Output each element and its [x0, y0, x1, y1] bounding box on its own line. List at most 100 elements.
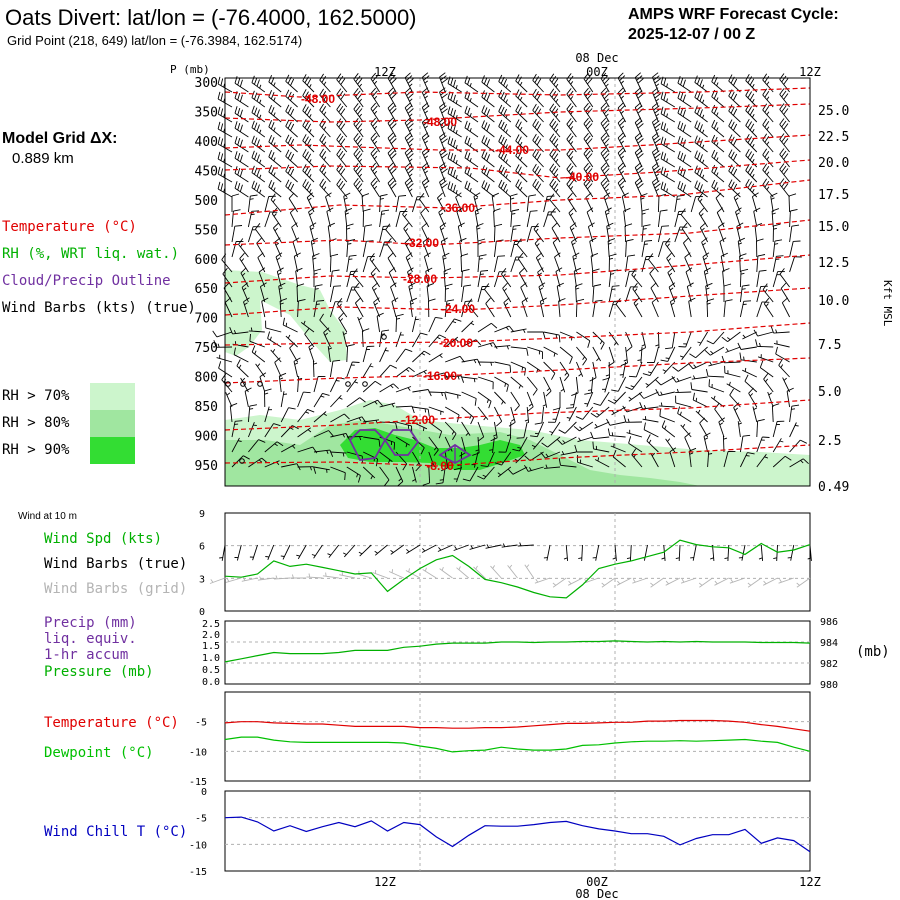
wind-barb-flag — [611, 432, 614, 436]
wind-barb-flag — [519, 156, 523, 161]
wind-barb-flag — [713, 181, 718, 189]
wind-barb — [714, 577, 729, 586]
wind-barb-flag — [374, 95, 378, 100]
wind-barb-flag — [779, 148, 785, 155]
wind-barb — [541, 406, 545, 423]
wind-barb-flag — [503, 297, 510, 303]
wind-barb-flag — [637, 359, 642, 361]
wind-barb-flag — [422, 87, 429, 93]
wind-barb-flag — [649, 267, 655, 274]
wind-barb-flag — [409, 98, 413, 102]
wind-barb-flag — [660, 359, 668, 362]
wind-barb-flag — [605, 374, 610, 377]
wind-barb-flag — [663, 183, 667, 191]
wind-barb-flag — [582, 356, 585, 361]
wind-barb-flag — [730, 106, 735, 114]
wind-barb-flag — [585, 105, 591, 112]
wind-barb-flag — [675, 557, 680, 560]
wind-barb — [543, 376, 552, 392]
wind-barb — [685, 331, 692, 348]
wind-barb-flag — [355, 150, 361, 157]
wind-barb-flag — [389, 90, 396, 97]
wind-barb — [336, 169, 348, 183]
wind-barb — [625, 240, 627, 258]
wind-barb — [387, 257, 397, 273]
wind-barb-flag — [298, 298, 306, 302]
wind-barb-flag — [617, 177, 624, 184]
wind-barb — [428, 421, 442, 432]
wind-barb-flag — [440, 227, 445, 231]
precip-tick-label: 2.5 — [202, 619, 220, 630]
wind-barb-flag — [486, 154, 491, 162]
wind-barb-flag — [534, 106, 539, 113]
wind-barb-flag — [460, 253, 469, 257]
wind-barb-flag — [780, 364, 784, 368]
wind-barb-flag — [721, 252, 728, 257]
wind-barb-flag — [229, 327, 233, 335]
wind-barb-flag — [287, 181, 292, 189]
wind-barb-flag — [505, 84, 508, 88]
wind-barb-flag — [491, 322, 498, 329]
wind-barb-flag — [504, 383, 507, 387]
wind-barb-flag — [762, 133, 768, 141]
pressure-tick-label: 300 — [195, 76, 218, 91]
wind-barb — [234, 157, 249, 168]
wind-barb-flag — [783, 183, 789, 190]
wind-barb-flag — [374, 380, 382, 386]
wind-barb-flag — [632, 578, 636, 583]
wind-barb — [748, 393, 758, 408]
wind-barb-flag — [776, 255, 784, 257]
wind-barb — [610, 445, 626, 453]
wind-barb-flag — [620, 95, 625, 99]
wind-barb-flag — [467, 92, 471, 100]
wind-barb-flag — [702, 174, 705, 179]
wind-barb-flag — [243, 297, 250, 303]
wind-barb-flag — [398, 478, 402, 482]
wind-barb-flag — [772, 403, 780, 407]
wind-barb — [395, 211, 401, 228]
wind-barb-flag — [244, 302, 248, 306]
wind-barb — [443, 270, 446, 288]
wind-barb-flag — [312, 253, 320, 257]
wind-barb — [526, 196, 530, 213]
wind-barb — [370, 123, 380, 138]
wind-barb-flag — [530, 435, 538, 438]
isotherm-label: -48.00 — [301, 92, 335, 106]
wind-barb-flag — [357, 168, 363, 175]
wind-barb-flag — [634, 117, 641, 123]
wind-barb — [477, 391, 492, 402]
wind-barb-flag — [747, 151, 752, 159]
wind-barb-flag — [440, 180, 447, 186]
wind-barb — [726, 383, 741, 393]
wind-barb-flag — [498, 179, 503, 187]
wind-barb — [728, 185, 741, 198]
precip-tick-label: 0.0 — [202, 677, 220, 688]
wind-barb — [694, 127, 708, 138]
wind-barb — [421, 182, 430, 198]
wind-barb-flag — [526, 348, 529, 356]
wind-barb-flag — [340, 138, 346, 145]
wind-barb-flag — [370, 267, 377, 274]
wind-barb — [346, 435, 363, 438]
wind-barb — [566, 153, 577, 168]
wind-barb-flag — [242, 272, 246, 277]
wind-barb-flag — [697, 193, 703, 200]
wind-barb — [692, 544, 697, 561]
wind-barb — [362, 363, 372, 378]
wind-barb — [745, 170, 758, 183]
wind-barb-flag — [653, 135, 660, 141]
wind-barb-flag — [642, 373, 651, 377]
wind-barb — [745, 155, 758, 168]
wind-barb-flag — [218, 361, 222, 369]
wind-barb-flag — [424, 110, 428, 114]
wind-barb-flag — [355, 120, 361, 127]
wind-barb-flag — [481, 180, 485, 188]
wind-barb — [285, 140, 298, 153]
wind-barb-flag — [292, 237, 300, 243]
wind-barb-flag — [532, 118, 537, 126]
wind-barb — [763, 303, 774, 318]
wind-barb — [222, 273, 233, 288]
wind-barb-flag — [638, 347, 646, 352]
wind-barb-flag — [633, 273, 637, 278]
wind-barb-flag — [699, 94, 703, 102]
